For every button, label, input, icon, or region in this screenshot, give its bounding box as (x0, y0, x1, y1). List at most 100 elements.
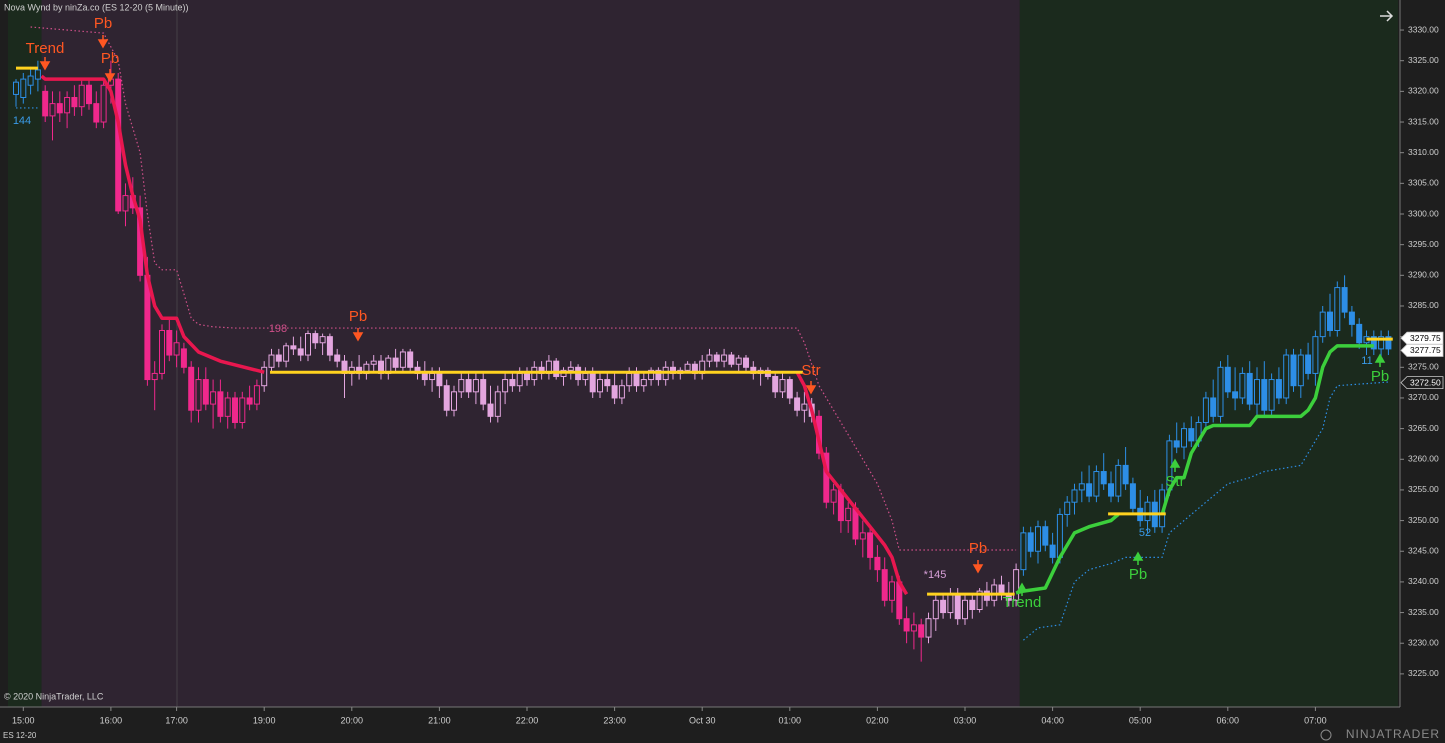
y-tick-label: 3225.00 (1408, 668, 1439, 678)
candle-body (100, 84, 107, 123)
candle-body (261, 366, 268, 387)
candle-body (465, 379, 472, 393)
instrument: ES 12-20 (3, 731, 37, 740)
x-tick-label: 21:00 (428, 715, 451, 725)
y-tick-label: 3330.00 (1408, 24, 1439, 34)
candle-body (151, 372, 158, 381)
signal-label: Trend (1003, 594, 1042, 611)
x-tick-label: 07:00 (1304, 715, 1327, 725)
candle-body (86, 84, 92, 105)
candle-body (49, 103, 56, 117)
candle-body (275, 354, 282, 362)
y-tick-label: 3325.00 (1408, 55, 1439, 65)
candle-body (1261, 379, 1268, 411)
candle-body (597, 379, 603, 393)
candle-body (823, 452, 830, 503)
candle-body (845, 507, 852, 522)
candle-body (706, 354, 713, 362)
candle-body (794, 397, 801, 411)
candle-body (1341, 287, 1348, 313)
regime-background (1019, 0, 1398, 707)
candle-body (326, 336, 333, 356)
candle-body (983, 590, 990, 601)
x-tick-label: 04:00 (1041, 715, 1064, 725)
candle-body (1100, 471, 1107, 485)
count-label: 198 (269, 323, 287, 335)
chart-title: Nova Wynd by ninZa.co (ES 12-20 (5 Minut… (4, 2, 189, 12)
candle-body (1312, 336, 1319, 374)
trend-line (795, 371, 909, 596)
candle-body (881, 569, 888, 601)
price-marker-label: 3279.75 (1410, 333, 1441, 343)
count-label: 11 (1361, 355, 1372, 367)
plot-area (8, 0, 1398, 707)
candle-body (889, 581, 895, 601)
candle-body (370, 360, 377, 365)
candle-body (202, 379, 209, 405)
candle-body (217, 391, 224, 417)
regime-background (41, 0, 1020, 707)
count-label: 144 (13, 115, 31, 127)
candle-body (472, 379, 479, 393)
y-tick-label: 3305.00 (1408, 178, 1439, 188)
candle-body (239, 397, 246, 423)
candle-body (458, 379, 465, 393)
x-tick-label: 16:00 (100, 715, 123, 725)
y-tick-label: 3270.00 (1408, 392, 1439, 402)
signal-label: Pb (349, 308, 367, 325)
logo: NINJATRADER (1346, 727, 1440, 741)
price-marker (1400, 344, 1444, 357)
x-tick-label: 20:00 (341, 715, 364, 725)
signal-label: Pb (101, 50, 119, 67)
candle-body (1283, 354, 1290, 399)
y-tick-label: 3275.00 (1408, 362, 1439, 372)
candle-body (1290, 354, 1297, 387)
candle-body (713, 354, 720, 362)
candle-body (253, 385, 260, 405)
candle-body (786, 379, 793, 399)
candle-body (1144, 501, 1151, 522)
candle-body (297, 348, 304, 356)
axes: 3225.00 3230.00 3235.00 3240.00 3245.00 3250.… (12, 24, 1439, 725)
candle-body (910, 624, 917, 632)
candle-body (290, 345, 297, 350)
candle-body (305, 333, 311, 356)
candle-body (976, 590, 983, 611)
candle-body (940, 599, 947, 614)
candle-body (1210, 397, 1217, 417)
candle-body (1232, 391, 1239, 399)
candle-body (1385, 336, 1392, 350)
y-tick-label: 3250.00 (1408, 515, 1439, 525)
price-marker (1400, 376, 1444, 390)
x-tick-label: 06:00 (1217, 715, 1240, 725)
candle-body (991, 584, 998, 601)
candle-body (246, 397, 253, 405)
candle-body (115, 78, 122, 212)
candle-body (283, 345, 290, 362)
candle-body (1129, 483, 1136, 509)
candle-body (93, 103, 100, 123)
candle-body (684, 363, 691, 371)
candle-body (509, 379, 516, 387)
candle-body (962, 599, 968, 620)
signal-arrow (1169, 458, 1181, 472)
candle-body (1348, 311, 1355, 325)
logo-icon (1320, 729, 1332, 741)
candle-body (1224, 366, 1231, 393)
candle-body (947, 593, 954, 614)
candle-body (392, 357, 399, 368)
candle-body (312, 333, 319, 344)
candle-body (443, 385, 450, 411)
x-tick-label: 05:00 (1129, 715, 1152, 725)
candle-body (224, 397, 231, 417)
candle-body (1356, 323, 1363, 344)
x-tick-label: 17:00 (165, 715, 188, 725)
signal-label: Str (801, 362, 820, 379)
signal-arrow (97, 35, 109, 49)
nav-arrow[interactable] (1380, 10, 1394, 22)
candle-body (1268, 379, 1275, 411)
candle-body (1027, 532, 1034, 552)
copyright: © 2020 NinjaTrader, LLC (4, 691, 104, 701)
candle-body (932, 599, 939, 620)
candle-body (436, 372, 443, 387)
